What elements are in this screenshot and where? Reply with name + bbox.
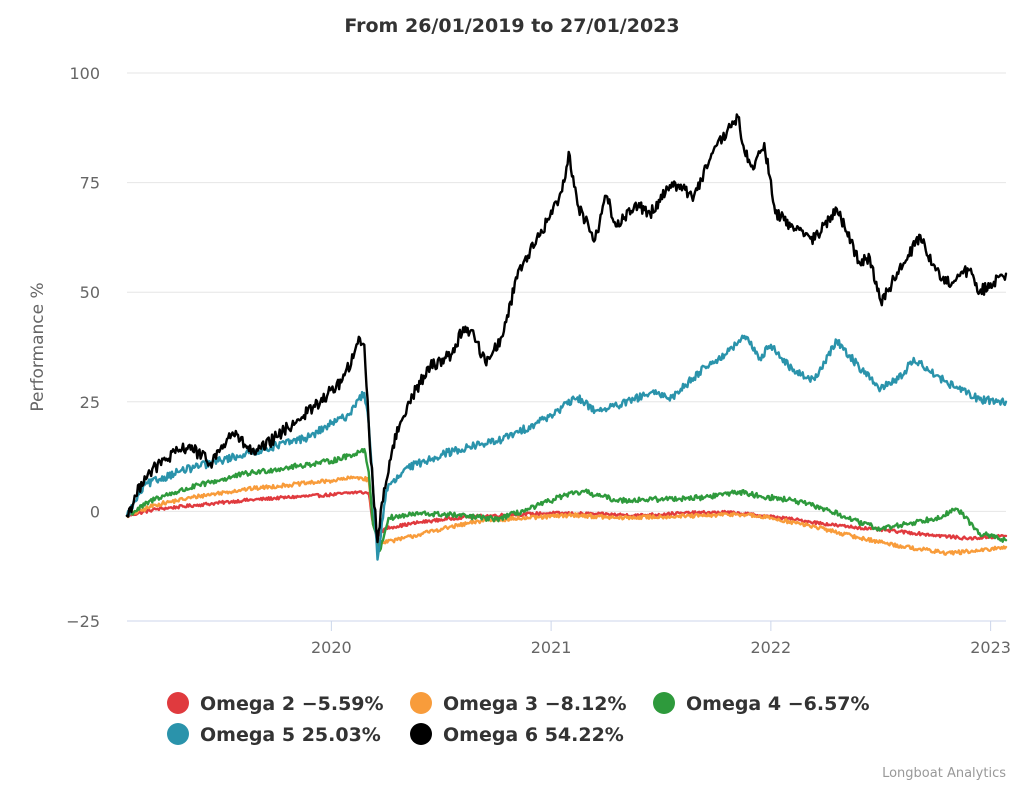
legend-swatch	[410, 723, 432, 745]
legend-label: Omega 2 −5.59%	[200, 693, 384, 715]
x-tick-label: 2023	[970, 638, 1011, 657]
series-line-omega-4[interactable]	[125, 447, 1008, 553]
y-axis-label: Performance %	[28, 282, 48, 411]
x-tick-label: 2022	[751, 638, 792, 657]
legend-item-omega-4[interactable]: Omega 4 −6.57%	[653, 692, 870, 715]
x-tick-label: 2021	[531, 638, 572, 657]
legend-label: Omega 4 −6.57%	[686, 693, 870, 715]
series-lines	[125, 113, 1008, 561]
x-tick-label: 2020	[311, 638, 352, 657]
series-line-omega-3[interactable]	[125, 475, 1008, 556]
x-axis-ticks: 2020 2021 2022 2023	[311, 621, 1011, 657]
chart-title: From 26/01/2019 to 27/01/2023	[344, 15, 679, 37]
y-tick-label: 50	[80, 283, 100, 302]
y-tick-label: 100	[69, 64, 100, 83]
series-line-omega-5[interactable]	[125, 334, 1008, 561]
y-tick-label: 0	[90, 502, 100, 521]
gridlines	[127, 72, 1006, 622]
legend-item-omega-6[interactable]: Omega 6 54.22%	[410, 723, 624, 746]
legend-label: Omega 6 54.22%	[443, 724, 624, 746]
credits-text[interactable]: Longboat Analytics	[882, 766, 1006, 781]
y-axis-ticks: −25 0 25 50 75 100	[66, 64, 100, 631]
legend-item-omega-2[interactable]: Omega 2 −5.59%	[167, 692, 384, 715]
legend: Omega 2 −5.59% Omega 3 −8.12% Omega 4 −6.5…	[167, 692, 870, 746]
y-tick-label: 25	[80, 393, 100, 412]
legend-swatch	[653, 692, 675, 714]
legend-swatch	[167, 723, 189, 745]
legend-label: Omega 3 −8.12%	[443, 693, 627, 715]
legend-swatch	[167, 692, 189, 714]
series-line-omega-2[interactable]	[125, 490, 1008, 541]
legend-swatch	[410, 692, 432, 714]
legend-item-omega-3[interactable]: Omega 3 −8.12%	[410, 692, 627, 715]
series-line-omega-6[interactable]	[125, 113, 1008, 544]
y-tick-label: −25	[66, 612, 100, 631]
legend-label: Omega 5 25.03%	[200, 724, 381, 746]
legend-item-omega-5[interactable]: Omega 5 25.03%	[167, 723, 381, 746]
y-tick-label: 75	[80, 174, 100, 193]
